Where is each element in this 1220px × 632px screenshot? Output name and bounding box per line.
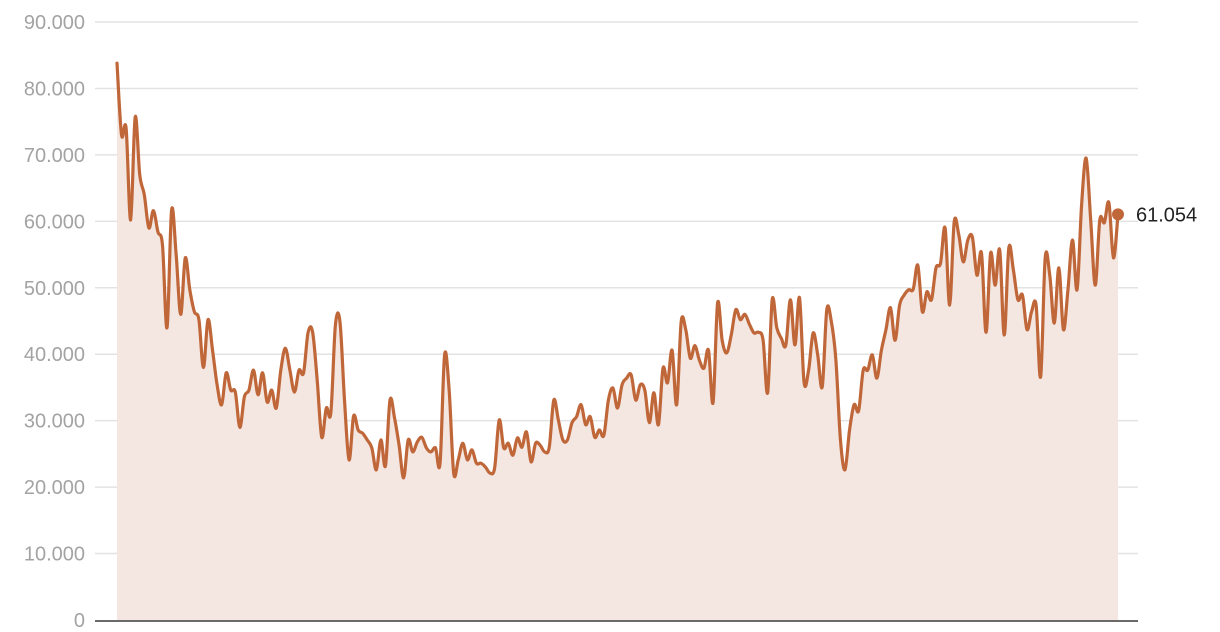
y-tick-label: 70.000 [24,145,85,167]
y-tick-label: 80.000 [24,78,85,100]
y-axis-tick-labels: 0 10.000 20.000 30.000 40.000 50.000 60.000 70.… [24,12,85,632]
y-tick-label: 0 [74,610,85,632]
y-tick-label: 20.000 [24,477,85,499]
last-value-marker [1112,208,1124,221]
y-tick-label: 40.000 [24,344,85,366]
series-area-fill [117,63,1118,620]
last-value-label: 61.054 [1136,204,1197,226]
y-tick-label: 60.000 [24,211,85,233]
y-tick-label: 10.000 [24,544,85,566]
y-tick-label: 90.000 [24,12,85,34]
y-tick-label: 50.000 [24,278,85,300]
series-line [115,61,1120,480]
y-tick-label: 30.000 [24,411,85,433]
